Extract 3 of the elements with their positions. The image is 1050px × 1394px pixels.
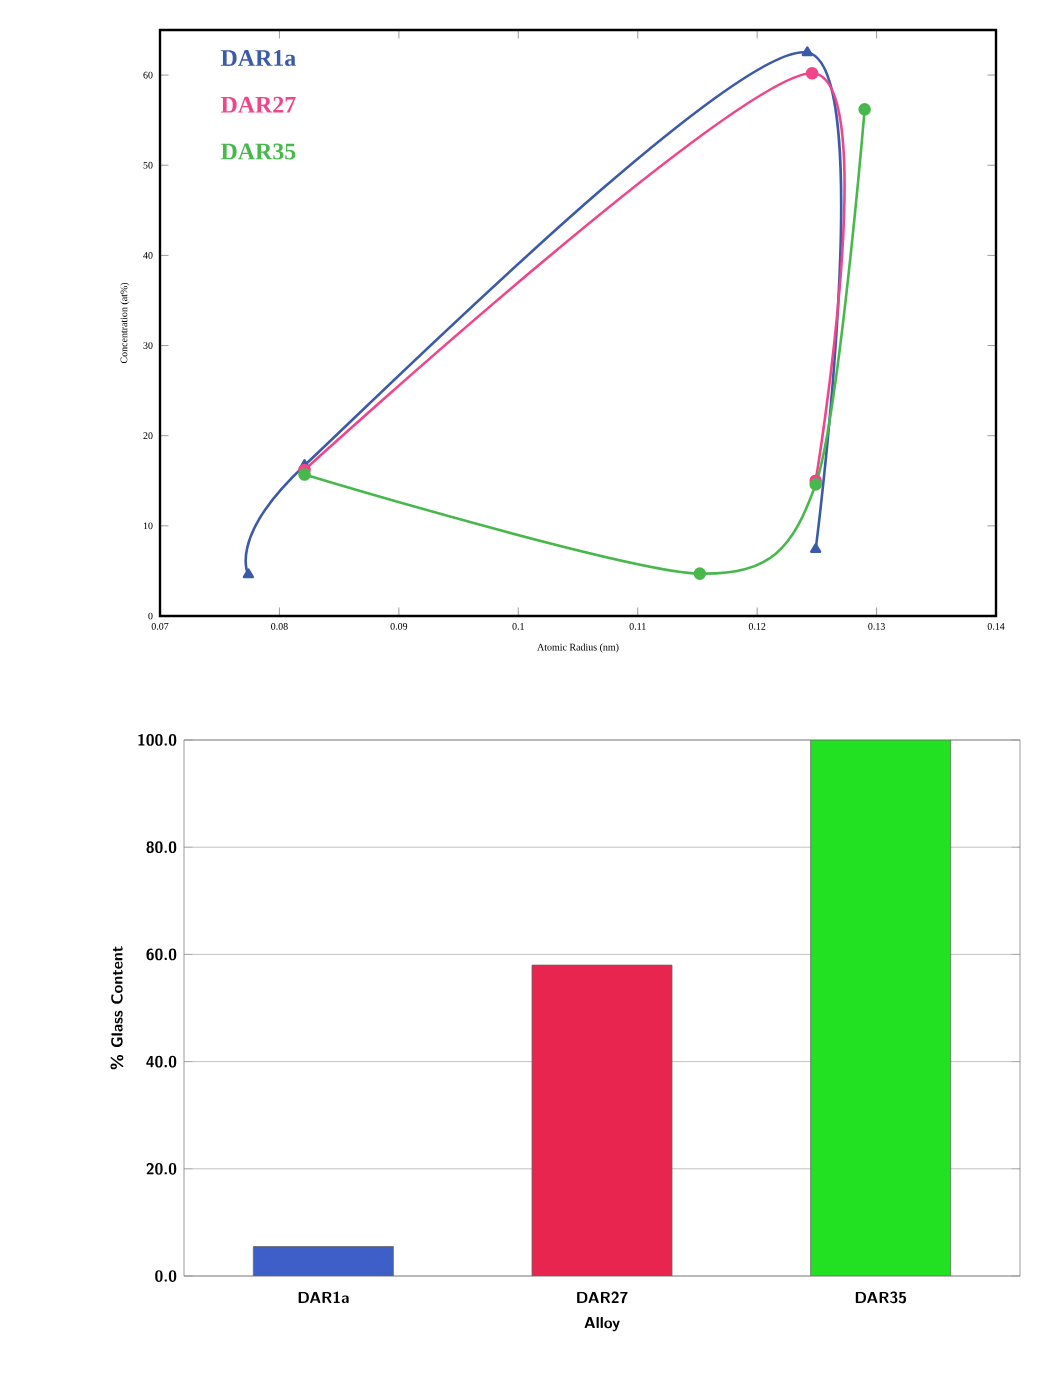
- text: DAR35: [220, 143, 296, 160]
- text: DAR27: [220, 96, 296, 113]
- text: DAR1a: [220, 50, 296, 67]
